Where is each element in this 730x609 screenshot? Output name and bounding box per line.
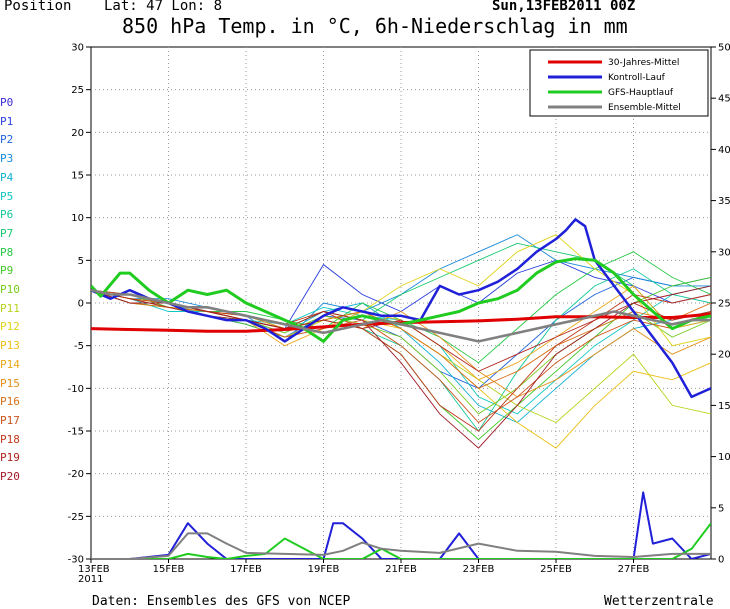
y-right-tick-label: 5 xyxy=(718,503,724,514)
y-left-tick-label: 5 xyxy=(78,256,84,267)
series-line-ensemble-mittel xyxy=(91,288,711,343)
series-line-30-jahres-mittel xyxy=(91,312,711,333)
member-label-p2: P2 xyxy=(0,133,14,147)
x-tick-label: 17FEB xyxy=(230,564,262,575)
member-label-p5: P5 xyxy=(0,189,14,203)
y-right-tick-label: 10 xyxy=(718,452,730,463)
y-left-tick-label: 15 xyxy=(71,171,84,182)
member-label-p14: P14 xyxy=(0,357,20,371)
y-right-tick-label: 45 xyxy=(718,94,730,105)
x-tick-label: 23FEB xyxy=(463,564,495,575)
data-source-credit: Daten: Ensembles des GFS von NCEP xyxy=(92,594,351,609)
location-coordinates: Lat: 47 Lon: 8 xyxy=(104,0,223,14)
member-label-p18: P18 xyxy=(0,432,20,446)
x-tick-label: 27FEB xyxy=(618,564,650,575)
member-label-p19: P19 xyxy=(0,451,20,465)
member-label-p11: P11 xyxy=(0,301,20,315)
y-left-tick-label: -20 xyxy=(68,469,84,480)
member-label-p17: P17 xyxy=(0,413,20,427)
brand-label: Wetterzentrale xyxy=(604,594,714,609)
member-label-p3: P3 xyxy=(0,152,14,166)
member-label-p6: P6 xyxy=(0,208,14,222)
legend-label-kontroll-lauf: Kontroll-Lauf xyxy=(608,73,666,83)
plot-area xyxy=(91,218,711,559)
series-line-gfs-hauptlauf-niederschlag xyxy=(91,522,711,559)
y-right-tick-label: 50 xyxy=(718,43,730,54)
y-right-tick-label: 40 xyxy=(718,145,730,156)
member-label-p1: P1 xyxy=(0,114,14,128)
ensemble-line-p16 xyxy=(91,289,711,389)
legend-label-ensemble-mittel: Ensemble-Mittel xyxy=(608,103,681,113)
member-label-p15: P15 xyxy=(0,376,20,390)
y-left-tick-label: 30 xyxy=(71,43,84,54)
x-tick-label: 25FEB xyxy=(540,564,572,575)
y-right-tick-label: 35 xyxy=(718,196,730,207)
series-line-kontroll-lauf-niederschlag xyxy=(91,491,711,559)
x-tick-label: 15FEB xyxy=(153,564,185,575)
y-left-tick-label: 20 xyxy=(71,128,84,139)
x-tick-year-label: 2011 xyxy=(78,574,103,585)
x-tick-label: 19FEB xyxy=(308,564,340,575)
x-tick-label: 13FEB xyxy=(78,564,110,575)
legend-label-gfs-hauptlauf: GFS-Hauptlauf xyxy=(608,88,674,98)
series-line-ensemble-mittel-niederschlag xyxy=(91,532,711,559)
y-right-tick-label: 20 xyxy=(718,350,730,361)
y-left-tick-label: -30 xyxy=(68,555,84,566)
member-label-p7: P7 xyxy=(0,226,14,240)
y-left-tick-label: 10 xyxy=(71,213,84,224)
y-left-tick-label: -15 xyxy=(68,427,84,438)
y-right-tick-label: 0 xyxy=(718,555,724,566)
member-label-p12: P12 xyxy=(0,320,20,334)
ensemble-line-p20 xyxy=(91,285,711,449)
member-label-p20: P20 xyxy=(0,470,20,483)
x-tick-label: 21FEB xyxy=(385,564,417,575)
y-right-tick-label: 30 xyxy=(718,247,730,258)
legend-label-30-jahres-mittel: 30-Jahres-Mittel xyxy=(608,58,679,68)
chart-title: 850 hPa Temp. in °C, 6h-Niederschlag in … xyxy=(122,14,628,38)
y-right-tick-label: 25 xyxy=(718,299,730,310)
member-label-p16: P16 xyxy=(0,395,20,409)
member-label-p8: P8 xyxy=(0,245,14,259)
y-left-tick-label: 25 xyxy=(71,85,84,96)
member-label-p4: P4 xyxy=(0,170,14,184)
y-left-tick-label: -10 xyxy=(68,384,84,395)
member-label-p13: P13 xyxy=(0,339,20,353)
y-left-tick-label: -5 xyxy=(74,341,84,352)
member-label-p10: P10 xyxy=(0,283,20,296)
position-label: Position xyxy=(4,0,72,14)
y-left-tick-label: 0 xyxy=(78,299,84,310)
member-label-p0: P0 xyxy=(0,96,14,109)
run-timestamp: Sun,13FEB2011 00Z xyxy=(492,0,636,14)
y-right-tick-label: 15 xyxy=(718,401,730,412)
member-label-p9: P9 xyxy=(0,264,14,278)
y-left-tick-label: -25 xyxy=(68,512,84,523)
